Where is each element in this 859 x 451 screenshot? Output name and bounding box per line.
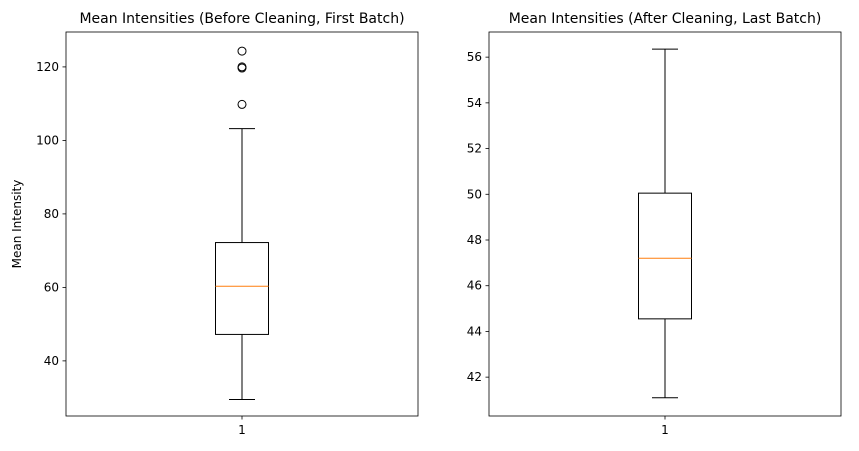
y-tick-label: 100 — [36, 133, 59, 147]
panel-after-cleaning: Mean Intensities (After Cleaning, Last B… — [467, 11, 842, 437]
outlier-point — [237, 99, 247, 109]
chart-title-after: Mean Intensities (After Cleaning, Last B… — [509, 11, 822, 27]
y-tick-label: 48 — [467, 233, 482, 247]
y-tick-label: 56 — [467, 50, 482, 64]
y-tick-label: 42 — [467, 370, 482, 384]
iqr-box — [638, 192, 692, 320]
y-tick-label: 40 — [44, 354, 59, 368]
outlier-point — [237, 46, 247, 56]
chart-title-before: Mean Intensities (Before Cleaning, First… — [79, 11, 404, 27]
y-axis-label: Mean Intensity — [10, 180, 24, 269]
y-tick-label: 52 — [467, 142, 482, 156]
y-tick-label: 50 — [467, 187, 482, 201]
iqr-box — [215, 242, 269, 335]
y-tick-label: 46 — [467, 279, 482, 293]
y-tick-label: 54 — [467, 96, 482, 110]
y-tick-label: 44 — [467, 324, 482, 338]
y-tick-label: 80 — [44, 207, 59, 221]
x-tick-label: 1 — [238, 423, 246, 437]
y-tick-label: 60 — [44, 280, 59, 294]
x-tick-label: 1 — [661, 423, 669, 437]
panel-before-cleaning: Mean Intensities (Before Cleaning, First… — [10, 11, 419, 437]
y-tick-label: 120 — [36, 60, 59, 74]
outlier-point — [237, 62, 247, 72]
